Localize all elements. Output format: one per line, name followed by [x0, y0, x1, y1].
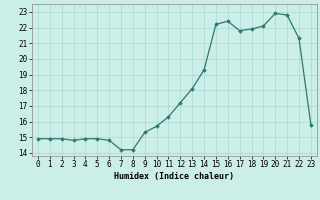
- X-axis label: Humidex (Indice chaleur): Humidex (Indice chaleur): [115, 172, 234, 181]
